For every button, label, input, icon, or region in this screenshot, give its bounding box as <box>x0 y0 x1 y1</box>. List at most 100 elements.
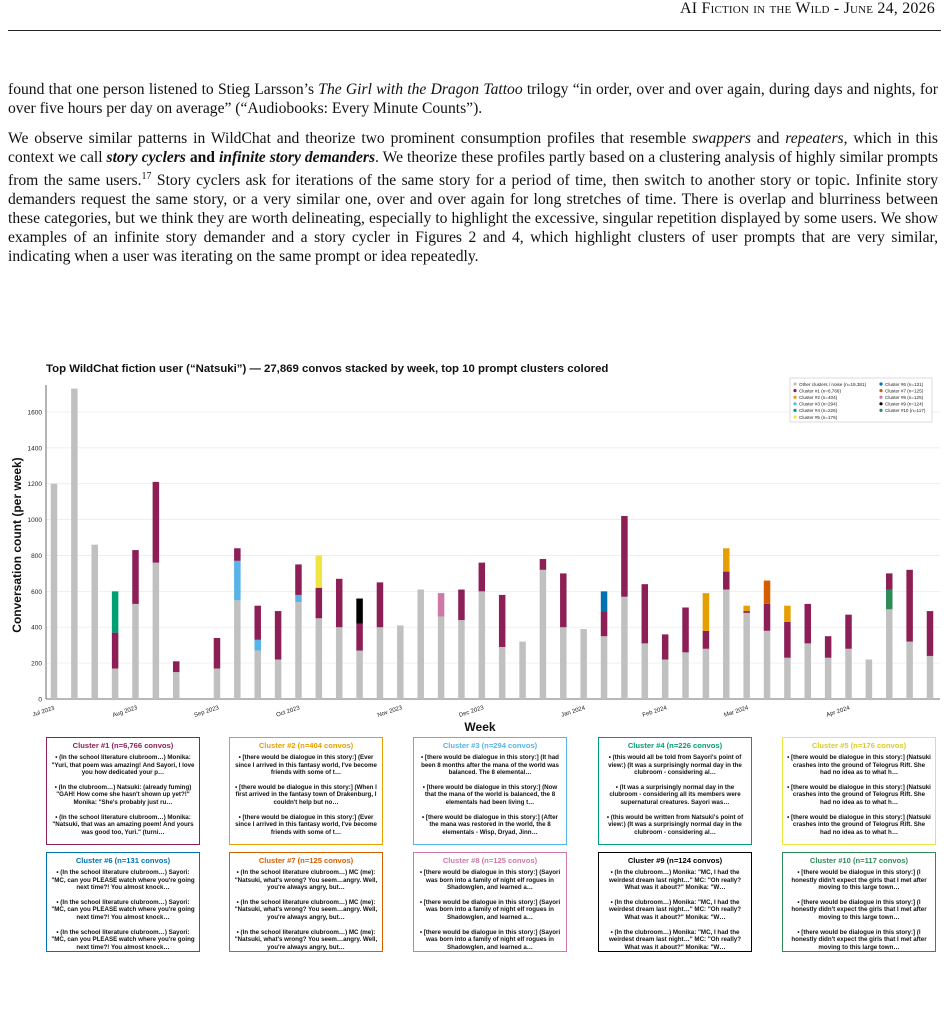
p2-text-j: Story cyclers ask for iterations of the … <box>8 172 938 266</box>
cluster-sample-prompt: • [there would be dialogue in this story… <box>235 813 377 836</box>
bar-segment-c1 <box>152 481 160 563</box>
legend-label-c3: Cluster #3 (n=294) <box>799 402 838 407</box>
cluster-sample-prompt: • (In the clubroom…) Monika: "MC, I had … <box>608 928 742 951</box>
stacked-bar-chart: 0 200 400 600 800 1000 1200 1400 1600 Jul 2023 Aug… <box>10 377 940 734</box>
legend-label-c9: Cluster #9 (n=124) <box>885 402 924 407</box>
bar-segment-noise <box>743 612 750 699</box>
cluster-sample-prompt: • (In the school literature clubroom…) M… <box>234 928 378 951</box>
cluster-box-9: Cluster #9 (n=124 convos) • (In the clubr… <box>598 852 752 952</box>
bar-segment-c2 <box>743 605 750 612</box>
cluster-sample-prompt: • (this would be written from Natsuki's … <box>606 813 744 836</box>
cluster-box-5: Cluster #5 (n=176 convos) • [there would … <box>782 737 936 845</box>
chart-title: Top WildChat fiction user (“Natsuki”) — … <box>46 363 609 375</box>
legend-swatch-c8 <box>879 395 883 399</box>
bar-segment-noise <box>132 603 139 699</box>
bar-segment-noise <box>580 629 587 699</box>
bar-segment-noise <box>498 646 506 699</box>
bar-segment-c7 <box>763 580 771 604</box>
y-tick-label: 800 <box>31 553 42 560</box>
legend-label-c6: Cluster #6 (n=131) <box>885 382 924 387</box>
bar-segment-noise <box>804 643 812 699</box>
bar-segment-c1 <box>743 611 750 613</box>
legend-label-c10: Cluster #10 (n=117) <box>885 408 926 413</box>
cluster-sample-prompt: • [there would be dialogue in this story… <box>791 898 927 921</box>
x-tick-label: Jul 2023 <box>32 705 56 718</box>
bar-segment-noise <box>335 627 343 699</box>
cluster-title: Cluster #10 (n=117 convos) <box>809 856 909 865</box>
x-tick-label: Feb 2024 <box>642 705 669 719</box>
cluster-sample-prompt: • [there would be dialogue in this story… <box>422 813 558 836</box>
bar-segment-c1 <box>376 582 384 628</box>
cluster-box-7: Cluster #7 (n=125 convos) • (In the schoo… <box>229 852 383 952</box>
bar-segment-c3 <box>295 594 302 603</box>
cluster-sample-prompt: • [there would be dialogue in this story… <box>421 754 559 777</box>
cluster-title: Cluster #7 (n=125 convos) <box>258 856 354 865</box>
bar-segment-c1 <box>886 573 893 590</box>
bar-segment-c1 <box>335 578 343 628</box>
bar-segment-noise <box>458 620 465 699</box>
p1-book-title: The Girl with the Dragon Tattoo <box>318 81 523 98</box>
bar-segment-c1 <box>315 587 323 619</box>
bar-segment-noise <box>315 618 323 699</box>
cluster-sample-prompt: • [there would be dialogue in this story… <box>787 783 931 806</box>
x-tick-label: Jan 2024 <box>561 705 587 719</box>
bar-segment-c1 <box>539 559 547 570</box>
header-title: AI Fiction in the Wild <box>680 0 830 17</box>
bar-segment-c1 <box>784 621 791 658</box>
y-axis-label: Conversation count (per week) <box>10 457 24 632</box>
bar-segment-c1 <box>213 637 221 669</box>
y-tick-label: 600 <box>31 589 42 596</box>
legend-label-noise: Other clusters / noise (n=19,381) <box>799 382 866 387</box>
bar-segment-noise <box>50 483 58 699</box>
bar-segment-c1 <box>560 573 567 628</box>
bar-segment-noise <box>356 650 363 699</box>
p2-term-story-cyclers: story cyclers <box>106 149 186 166</box>
bar-segment-c1 <box>498 594 506 647</box>
bar-segment-noise <box>91 544 98 699</box>
bar-segment-noise <box>886 609 893 699</box>
cluster-box-6: Cluster #6 (n=131 convos) • (In the schoo… <box>46 852 200 952</box>
p2-text-a: We observe similar patterns in WildChat … <box>8 130 693 147</box>
bar-segment-noise <box>417 589 424 699</box>
bar-segment-c2 <box>702 593 710 631</box>
p2-text-c: and <box>750 130 786 147</box>
bar-segment-c1 <box>458 589 465 621</box>
bar-segment-noise <box>845 648 852 699</box>
p2-text-i: . We theorize these profiles partly base… <box>8 149 938 190</box>
p2-text-e: , which in this context we call <box>8 130 938 166</box>
x-tick-label: Dec 2023 <box>458 705 485 719</box>
x-tick-label: Aug 2023 <box>112 705 139 719</box>
bar-segment-noise <box>906 641 913 699</box>
bar-segment-c5 <box>315 555 323 588</box>
bar-segment-c1 <box>723 571 730 590</box>
cluster-sample-prompt: • (In the clubroom…) Monika: "MC, I had … <box>608 898 742 921</box>
cluster-sample-prompt: • (In the school literature clubroom…) S… <box>51 869 195 892</box>
legend-label-c5: Cluster #5 (n=176) <box>799 415 838 420</box>
bar-segment-c1 <box>845 614 852 649</box>
bar-segment-c1 <box>356 623 363 651</box>
cluster-sample-prompt: • [there would be dialogue in this story… <box>419 869 561 892</box>
bar-segment-c2 <box>784 605 791 622</box>
bar-segment-c2 <box>723 548 730 572</box>
bar-segment-c1 <box>600 611 608 637</box>
cluster-title: Cluster #8 (n=125 convos) <box>442 856 538 865</box>
bar-segment-noise <box>254 650 261 699</box>
bar-segment-c1 <box>274 611 282 660</box>
cluster-title: Cluster #9 (n=124 convos) <box>627 856 723 865</box>
legend-swatch-c3 <box>793 402 797 406</box>
bar-segment-noise <box>71 388 78 699</box>
y-tick-label: 1000 <box>28 517 43 524</box>
cluster-box-2: Cluster #2 (n=404 convos) • [there would … <box>229 737 383 845</box>
bar-segment-c10 <box>886 589 893 610</box>
footnote-marker[interactable]: 17 <box>141 171 152 182</box>
bar-segment-c1 <box>804 603 812 644</box>
legend-swatch-c2 <box>793 395 797 399</box>
legend-swatch-c5 <box>793 415 797 419</box>
bar-segment-noise <box>865 659 873 699</box>
cluster-sample-prompt: • [there would be dialogue in this story… <box>235 783 377 806</box>
legend-label-c7: Cluster #7 (n=125) <box>885 388 924 393</box>
header-rule <box>8 30 941 31</box>
legend-label-c8: Cluster #8 (n=125) <box>885 395 924 400</box>
legend-swatch-noise <box>793 382 797 386</box>
cluster-sample-prompt: • [there would be dialogue in this story… <box>791 928 927 951</box>
